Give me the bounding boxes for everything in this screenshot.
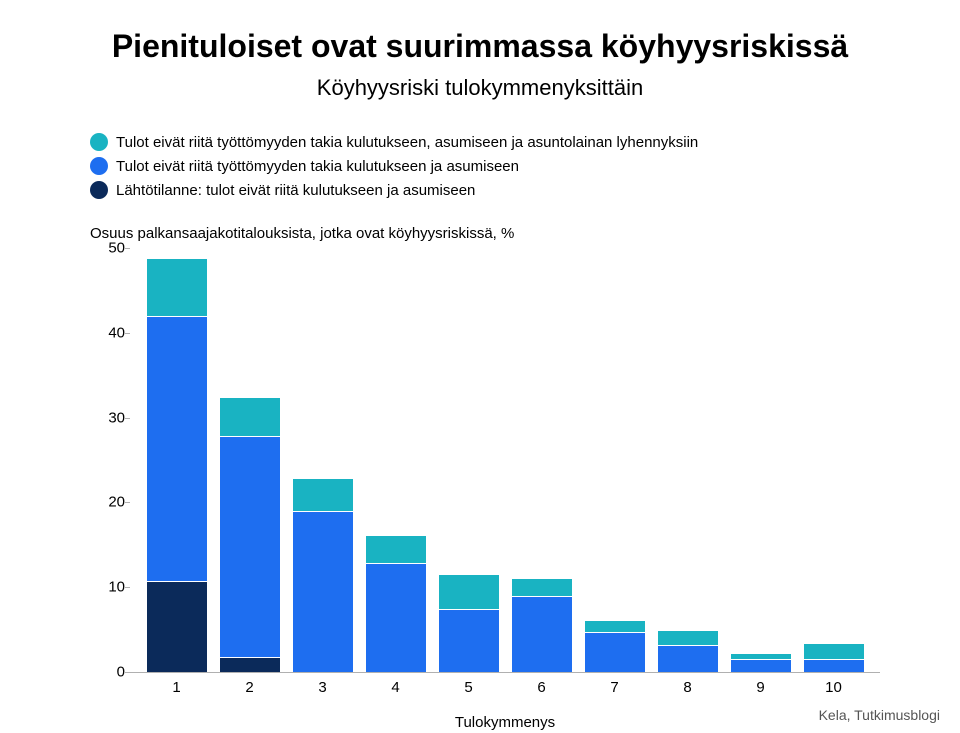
x-tick-label: 2	[220, 673, 280, 713]
bar-group	[293, 248, 353, 672]
bar-segment-baseline	[220, 657, 280, 672]
legend-swatch-icon	[90, 181, 108, 199]
y-tick-label: 40	[90, 324, 125, 341]
bar-stack	[804, 644, 864, 672]
legend-swatch-icon	[90, 157, 108, 175]
bar-group	[439, 248, 499, 672]
y-tick-label: 30	[90, 409, 125, 426]
x-tick-label: 9	[731, 673, 791, 713]
bar-stack	[512, 579, 572, 672]
bar-segment-unemployment-mortgage	[439, 575, 499, 609]
bar-group	[220, 248, 280, 672]
bar-stack	[585, 621, 645, 672]
x-tick-label: 8	[658, 673, 718, 713]
legend-label: Tulot eivät riitä työttömyyden takia kul…	[116, 158, 519, 175]
bar-segment-unemployment-mortgage	[658, 631, 718, 645]
y-tick-label: 20	[90, 494, 125, 511]
x-tick-label: 5	[439, 673, 499, 713]
y-tick-mark	[125, 248, 130, 249]
bar-group	[147, 248, 207, 672]
bar-stack	[366, 536, 426, 672]
legend-swatch-icon	[90, 133, 108, 151]
bar-segment-unemployment	[147, 316, 207, 581]
x-tick-label: 1	[147, 673, 207, 713]
bar-segment-unemployment	[731, 659, 791, 672]
y-tick-mark	[125, 502, 130, 503]
x-axis-labels: 12345678910	[130, 673, 880, 713]
bar-stack	[439, 575, 499, 672]
legend: Tulot eivät riitä työttömyyden takia kul…	[90, 133, 920, 205]
bar-group	[658, 248, 718, 672]
chart-subtitle: Köyhyysriski tulokymmenyksittäin	[40, 75, 920, 101]
plot-area: 01020304050	[130, 248, 880, 673]
bar-segment-unemployment	[439, 609, 499, 672]
bar-stack	[220, 398, 280, 672]
legend-item: Tulot eivät riitä työttömyyden takia kul…	[90, 157, 920, 175]
chart-area: 01020304050 12345678910 Tulokymmenys	[90, 248, 880, 713]
bar-segment-unemployment-mortgage	[366, 536, 426, 563]
x-tick-label: 3	[293, 673, 353, 713]
legend-label: Lähtötilanne: tulot eivät riitä kulutuks…	[116, 182, 475, 199]
bar-segment-unemployment	[658, 645, 718, 672]
bar-stack	[731, 654, 791, 672]
bar-segment-unemployment-mortgage	[512, 579, 572, 596]
x-tick-label: 6	[512, 673, 572, 713]
chart-title: Pienituloiset ovat suurimmassa köyhyysri…	[40, 28, 920, 65]
bar-group	[804, 248, 864, 672]
bar-group	[512, 248, 572, 672]
bar-segment-unemployment-mortgage	[293, 479, 353, 511]
y-tick-label: 10	[90, 579, 125, 596]
bar-segment-unemployment	[293, 511, 353, 672]
y-axis-label: Osuus palkansaajakotitalouksista, jotka …	[90, 225, 920, 242]
bars	[130, 248, 880, 672]
bar-segment-unemployment-mortgage	[585, 621, 645, 632]
x-tick-label: 7	[585, 673, 645, 713]
bar-stack	[147, 259, 207, 672]
x-tick-label: 4	[366, 673, 426, 713]
legend-item: Lähtötilanne: tulot eivät riitä kulutuks…	[90, 181, 920, 199]
y-tick-mark	[125, 333, 130, 334]
chart-container: Pienituloiset ovat suurimmassa köyhyysri…	[0, 0, 960, 733]
y-tick-label: 0	[90, 664, 125, 681]
bar-segment-unemployment-mortgage	[804, 644, 864, 659]
source-attribution: Kela, Tutkimusblogi	[819, 707, 940, 723]
legend-item: Tulot eivät riitä työttömyyden takia kul…	[90, 133, 920, 151]
bar-segment-unemployment	[512, 596, 572, 672]
bar-segment-unemployment	[585, 632, 645, 672]
bar-group	[366, 248, 426, 672]
y-tick-mark	[125, 418, 130, 419]
bar-group	[585, 248, 645, 672]
bar-group	[731, 248, 791, 672]
y-tick-mark	[125, 587, 130, 588]
bar-segment-unemployment-mortgage	[220, 398, 280, 436]
bar-stack	[658, 631, 718, 672]
y-tick-label: 50	[90, 240, 125, 257]
legend-label: Tulot eivät riitä työttömyyden takia kul…	[116, 134, 698, 151]
bar-segment-unemployment-mortgage	[147, 259, 207, 316]
bar-segment-baseline	[147, 581, 207, 672]
bar-segment-unemployment	[366, 563, 426, 672]
x-axis-label: Tulokymmenys	[130, 714, 880, 731]
bar-stack	[293, 479, 353, 672]
bar-segment-unemployment	[220, 436, 280, 656]
bar-segment-unemployment	[804, 659, 864, 672]
